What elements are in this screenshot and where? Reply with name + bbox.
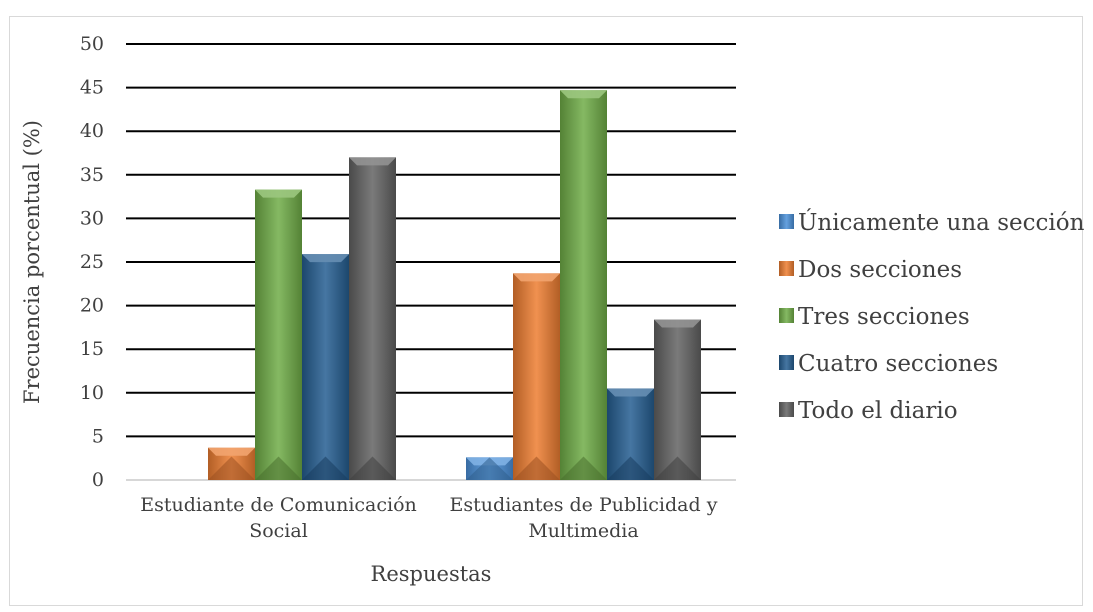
legend-item: Todo el diario (779, 398, 958, 424)
bar-bevel-bottom (466, 457, 513, 480)
y-tick-label: 30 (80, 207, 104, 229)
bar (654, 319, 701, 480)
bar-bevel-bottom (208, 456, 255, 480)
y-tick-label: 35 (80, 164, 104, 186)
x-category-label: Estudiantes de Publicidad y Multimedia (450, 494, 718, 542)
legend-label: Cuatro secciones (798, 351, 998, 377)
bar-bevel-bottom (513, 456, 560, 480)
bar (208, 447, 255, 480)
bar (349, 157, 396, 481)
bars (208, 90, 701, 481)
bar-bevel-bottom (349, 456, 396, 480)
bar-body (654, 319, 701, 480)
legend-item: Únicamente una sección (779, 209, 1085, 236)
bar (466, 457, 513, 480)
bar-bevel-top (654, 319, 701, 328)
bar-body (513, 273, 560, 480)
bar-bevel-bottom (560, 456, 607, 480)
legend: Únicamente una sección Dos secciones Tres … (779, 209, 1085, 424)
y-axis-title: Frecuencia porcentual (%) (20, 120, 44, 404)
bar-body (302, 254, 349, 480)
legend-label: Dos secciones (798, 257, 962, 283)
x-category-label-line: Estudiante de Comunicación (140, 494, 417, 516)
legend-swatch (779, 402, 794, 417)
x-category-label-line: Multimedia (528, 520, 638, 542)
bar-body (560, 90, 607, 480)
bar (255, 189, 302, 480)
bar-bevel-top (607, 388, 654, 397)
y-tick-label: 25 (80, 251, 104, 273)
bar (560, 90, 607, 480)
legend-item: Dos secciones (779, 257, 962, 283)
bar-bevel-bottom (607, 456, 654, 480)
bar-bevel-top (302, 254, 349, 263)
bar (302, 254, 349, 480)
bar-bevel-top (349, 157, 396, 166)
bar (607, 388, 654, 480)
bar-bevel-top (560, 90, 607, 99)
x-category-label-line: Estudiantes de Publicidad y (450, 494, 718, 516)
legend-label: Todo el diario (798, 398, 958, 424)
legend-item: Cuatro secciones (779, 351, 998, 377)
legend-item: Tres secciones (779, 304, 970, 330)
y-tick-label: 40 (80, 120, 104, 142)
x-axis-title: Respuestas (371, 562, 492, 586)
legend-label: Tres secciones (798, 304, 970, 330)
y-axis-ticks: 0 5 10 15 20 25 30 35 40 45 50 (80, 33, 104, 491)
bar-body (349, 157, 396, 481)
legend-swatch (779, 308, 794, 323)
legend-swatch (779, 261, 794, 276)
y-tick-label: 0 (92, 469, 104, 491)
bar-bevel-top (513, 273, 560, 282)
x-category-label: Estudiante de Comunicación Social (140, 494, 417, 542)
x-category-label-line: Social (249, 520, 308, 542)
y-tick-label: 10 (80, 382, 104, 404)
bar-body (255, 189, 302, 480)
bar-bevel-top (255, 189, 302, 198)
y-tick-label: 50 (80, 33, 104, 55)
y-tick-label: 20 (80, 295, 104, 317)
y-tick-label: 15 (80, 338, 104, 360)
legend-swatch (779, 214, 794, 229)
bar-bevel-bottom (302, 456, 349, 480)
legend-label: Únicamente una sección (798, 209, 1085, 236)
bar (513, 273, 560, 480)
legend-swatch (779, 355, 794, 370)
bar-bevel-bottom (654, 456, 701, 480)
y-tick-label: 5 (92, 425, 104, 447)
bar-bevel-bottom (255, 456, 302, 480)
bar-bevel-top (208, 447, 255, 456)
x-axis-categories: Estudiante de Comunicación SocialEstudian… (140, 494, 717, 542)
y-tick-label: 45 (80, 77, 104, 99)
